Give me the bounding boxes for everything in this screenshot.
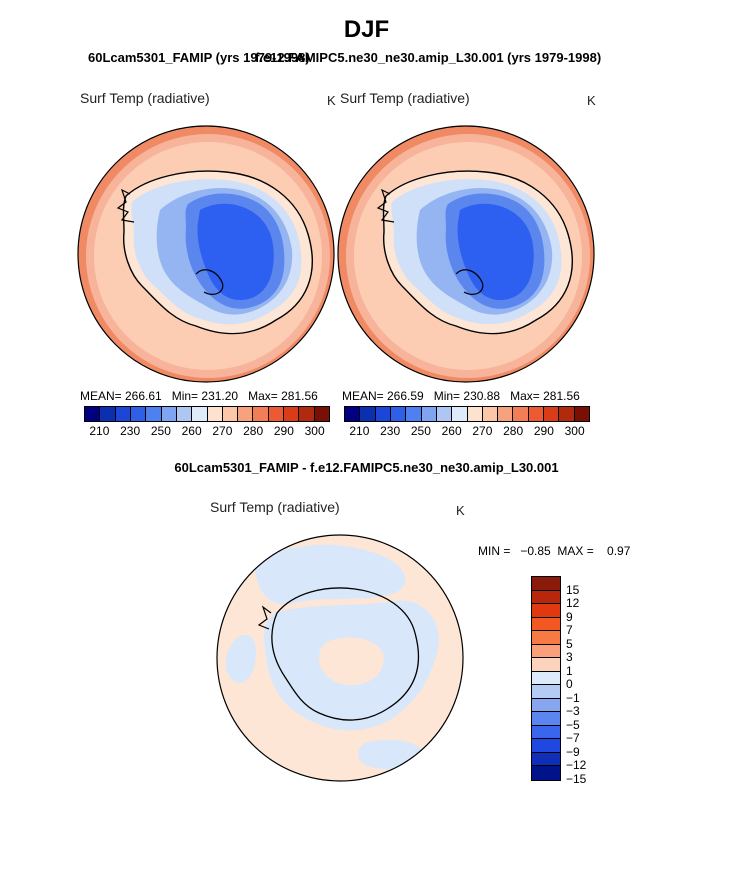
right-colorbar-swatch bbox=[513, 407, 529, 421]
diff-colorbar-swatch bbox=[532, 685, 560, 699]
diff-title: 60Lcam5301_FAMIP - f.e12.FAMIPC5.ne30_ne… bbox=[174, 460, 559, 475]
diff-colorbar-swatch bbox=[532, 712, 560, 726]
right-colorbar-swatch bbox=[559, 407, 575, 421]
diff-colorbar-swatch bbox=[532, 577, 560, 591]
left-colorbar-swatch bbox=[268, 407, 285, 421]
left-colorbar-tick-label: 210 bbox=[89, 424, 110, 438]
right-colorbar-swatch bbox=[467, 407, 483, 421]
right-colorbar-swatch bbox=[574, 407, 589, 421]
right-colorbar-swatch bbox=[375, 407, 391, 421]
left-colorbar bbox=[84, 406, 330, 422]
left-colorbar-swatch bbox=[299, 407, 315, 421]
right-polar-map bbox=[337, 125, 595, 383]
diff-colorbar-tick-label: −7 bbox=[566, 731, 580, 746]
left-colorbar-swatch bbox=[161, 407, 177, 421]
diff-colorbar-swatch bbox=[532, 725, 560, 740]
right-colorbar-tick-label: 260 bbox=[441, 424, 462, 438]
diff-panel-label: Surf Temp (radiative) bbox=[210, 499, 340, 515]
right-colorbar-swatch bbox=[528, 407, 545, 421]
left-colorbar-swatch bbox=[253, 407, 269, 421]
diff-colorbar-tick-label: −1 bbox=[566, 690, 580, 705]
diff-panel-stats: MIN = −0.85 MAX = 0.97 bbox=[478, 544, 631, 558]
diff-colorbar-swatch bbox=[532, 604, 560, 618]
right-colorbar-tick-label: 280 bbox=[503, 424, 524, 438]
diff-polar-map bbox=[216, 534, 464, 782]
left-colorbar-tick-label: 290 bbox=[273, 424, 294, 438]
left-colorbar-tick-label: 300 bbox=[304, 424, 325, 438]
right-colorbar-swatch bbox=[406, 407, 422, 421]
diff-colorbar-tick-label: 5 bbox=[566, 636, 573, 651]
left-colorbar-swatch bbox=[207, 407, 223, 421]
left-panel-label: Surf Temp (radiative) bbox=[80, 90, 210, 106]
diff-colorbar-tick-label: 12 bbox=[566, 596, 580, 611]
diff-colorbar-tick-label: −15 bbox=[566, 772, 587, 786]
diff-colorbar-swatch bbox=[532, 644, 560, 659]
right-panel-label: Surf Temp (radiative) bbox=[340, 90, 470, 106]
diff-colorbar-tick-label: −9 bbox=[566, 744, 580, 759]
diff-colorbar-tick-label: −3 bbox=[566, 704, 580, 719]
right-colorbar-tick-label: 300 bbox=[564, 424, 585, 438]
diff-colorbar-swatch bbox=[532, 752, 560, 767]
diff-colorbar-swatch bbox=[532, 739, 560, 753]
left-colorbar-swatch bbox=[284, 407, 300, 421]
diff-colorbar-tick-label: −12 bbox=[566, 758, 587, 773]
left-panel-units: K bbox=[327, 93, 336, 108]
left-colorbar-swatch bbox=[115, 407, 131, 421]
right-colorbar-swatch bbox=[345, 407, 361, 421]
diff-colorbar-swatch bbox=[532, 766, 560, 780]
diff-colorbar-tick-label: 7 bbox=[566, 623, 573, 638]
diff-colorbar-swatch bbox=[532, 671, 560, 686]
right-colorbar-swatch bbox=[452, 407, 468, 421]
right-colorbar-swatch bbox=[482, 407, 499, 421]
left-colorbar-swatch bbox=[100, 407, 116, 421]
right-colorbar-swatch bbox=[436, 407, 453, 421]
left-colorbar-swatch bbox=[192, 407, 208, 421]
right-case-title: f.e12.FAMIPC5.ne30_ne30.amip_L30.001 (yr… bbox=[255, 50, 602, 65]
left-panel-stats: MEAN= 266.61 Min= 231.20 Max= 281.56 bbox=[80, 389, 318, 403]
right-colorbar-tick-label: 270 bbox=[472, 424, 493, 438]
right-colorbar-tick-label: 290 bbox=[533, 424, 554, 438]
right-colorbar-tick-label: 250 bbox=[410, 424, 431, 438]
diff-colorbar-tick-label: 1 bbox=[566, 663, 573, 678]
diff-colorbar-swatch bbox=[532, 590, 560, 605]
left-colorbar-tick-label: 250 bbox=[150, 424, 171, 438]
season-title: DJF bbox=[343, 16, 390, 43]
left-colorbar-swatch bbox=[146, 407, 162, 421]
right-panel-stats: MEAN= 266.59 Min= 230.88 Max= 281.56 bbox=[342, 389, 580, 403]
right-colorbar bbox=[344, 406, 590, 422]
diff-panel-units: K bbox=[456, 503, 465, 518]
right-colorbar-swatch bbox=[544, 407, 560, 421]
diff-colorbar-tick-label: 0 bbox=[566, 677, 573, 692]
diff-colorbar-tick-label: 3 bbox=[566, 650, 573, 665]
left-colorbar-tick-label: 270 bbox=[212, 424, 233, 438]
diff-colorbar bbox=[531, 576, 561, 781]
right-panel-units: K bbox=[587, 93, 596, 108]
left-colorbar-swatch bbox=[130, 407, 147, 421]
left-colorbar-tick-label: 280 bbox=[243, 424, 264, 438]
left-polar-map bbox=[77, 125, 335, 383]
left-colorbar-swatch bbox=[238, 407, 254, 421]
left-colorbar-swatch bbox=[314, 407, 329, 421]
left-colorbar-tick-label: 260 bbox=[181, 424, 202, 438]
right-colorbar-swatch bbox=[390, 407, 407, 421]
left-colorbar-swatch bbox=[176, 407, 193, 421]
diff-colorbar-swatch bbox=[532, 658, 560, 672]
right-colorbar-swatch bbox=[360, 407, 376, 421]
right-colorbar-tick-label: 230 bbox=[380, 424, 401, 438]
diff-colorbar-tick-label: 9 bbox=[566, 609, 573, 624]
left-case-title: 60Lcam5301_FAMIP (yrs 1979-1998) bbox=[88, 50, 310, 65]
left-colorbar-swatch bbox=[85, 407, 101, 421]
diff-colorbar-swatch bbox=[532, 617, 560, 632]
right-colorbar-tick-label: 210 bbox=[349, 424, 370, 438]
diff-colorbar-swatch bbox=[532, 698, 560, 713]
diff-colorbar-tick-label: −5 bbox=[566, 717, 580, 732]
right-colorbar-ticks: 210 230 250 260 270 280 290 300 bbox=[344, 424, 590, 440]
left-colorbar-swatch bbox=[222, 407, 239, 421]
right-colorbar-swatch bbox=[421, 407, 437, 421]
left-colorbar-tick-label: 230 bbox=[120, 424, 141, 438]
diff-colorbar-swatch bbox=[532, 631, 560, 645]
right-colorbar-swatch bbox=[498, 407, 514, 421]
left-colorbar-ticks: 210 230 250 260 270 280 290 300 bbox=[84, 424, 330, 440]
diff-colorbar-tick-label: 15 bbox=[566, 582, 580, 597]
